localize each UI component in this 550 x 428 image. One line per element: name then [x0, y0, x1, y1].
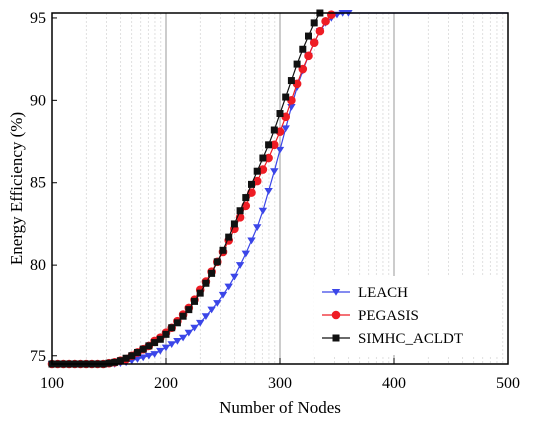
data-point-simhc-acldt — [162, 330, 170, 338]
data-point-leach — [241, 250, 250, 258]
data-point-simhc-acldt — [139, 345, 147, 353]
data-point-simhc-acldt — [242, 194, 250, 202]
y-axis-label: Energy Efficiency (%) — [7, 112, 26, 265]
data-point-simhc-acldt — [173, 319, 181, 327]
data-point-simhc-acldt — [305, 32, 312, 40]
data-point-simhc-acldt — [282, 93, 290, 101]
data-point-simhc-acldt — [116, 357, 124, 365]
data-point-leach — [235, 262, 245, 269]
data-point-simhc-acldt — [105, 359, 113, 367]
x-tick-label: 100 — [40, 375, 64, 392]
data-point-simhc-acldt — [179, 312, 187, 320]
data-point-simhc-acldt — [185, 306, 193, 314]
data-point-leach — [167, 341, 176, 349]
data-point-simhc-acldt — [236, 207, 244, 215]
data-point-leach — [218, 291, 228, 299]
data-point-simhc-acldt — [265, 141, 273, 149]
y-tick-label: 80 — [30, 257, 46, 274]
data-point-leach — [247, 237, 256, 245]
data-point-simhc-acldt — [213, 258, 221, 266]
data-point-pegasis — [309, 38, 319, 47]
data-point-simhc-acldt — [225, 233, 233, 241]
data-point-simhc-acldt — [122, 354, 130, 362]
data-point-simhc-acldt — [134, 348, 141, 356]
data-point-leach — [161, 344, 171, 352]
data-point-leach — [275, 146, 285, 154]
data-point-simhc-acldt — [287, 77, 295, 85]
data-point-simhc-acldt — [310, 19, 318, 27]
data-point-leach — [144, 352, 154, 360]
data-point-simhc-acldt — [208, 269, 216, 277]
data-point-leach — [178, 334, 188, 342]
data-point-leach — [264, 188, 273, 195]
data-point-simhc-acldt — [128, 352, 136, 360]
data-point-pegasis — [304, 51, 313, 61]
data-point-leach — [253, 224, 262, 232]
data-point-leach — [270, 168, 279, 175]
data-point-leach — [150, 351, 159, 358]
data-point-pegasis — [321, 16, 330, 26]
data-point-pegasis — [327, 10, 336, 19]
data-point-leach — [184, 329, 193, 337]
data-point-simhc-acldt — [299, 45, 307, 53]
data-point-leach — [173, 337, 182, 345]
data-point-simhc-acldt — [230, 220, 238, 228]
series-simhc-acldt — [48, 9, 324, 368]
data-point-leach — [201, 313, 211, 320]
data-point-simhc-acldt — [293, 60, 301, 68]
y-tick-label: 75 — [30, 348, 46, 365]
data-point-simhc-acldt — [202, 279, 210, 287]
data-point-simhc-acldt — [168, 324, 176, 332]
legend-marker-simhc-acldt — [332, 334, 340, 342]
data-point-leach — [258, 207, 268, 215]
data-point-pegasis — [298, 64, 308, 74]
y-tick-label: 90 — [30, 92, 46, 109]
data-point-simhc-acldt — [145, 342, 153, 350]
data-point-simhc-acldt — [270, 126, 278, 134]
data-point-leach — [281, 125, 290, 133]
series-pegasis — [47, 10, 336, 369]
data-point-simhc-acldt — [219, 246, 227, 254]
tick-layer: 100 200 300 400 500 80 85 90 95 75 — [30, 10, 520, 392]
data-point-simhc-acldt — [151, 339, 159, 347]
data-point-simhc-acldt — [259, 154, 267, 162]
x-axis-label: Number of Nodes — [219, 398, 341, 417]
data-point-leach — [196, 319, 205, 327]
legend-label-pegasis: PEGASIS — [358, 308, 419, 324]
legend-marker-leach — [331, 289, 341, 296]
x-tick-label: 500 — [496, 375, 520, 392]
data-point-leach — [230, 273, 239, 281]
data-point-leach — [190, 324, 199, 332]
data-point-pegasis — [315, 26, 325, 36]
legend-label-simhc-acldt: SIMHC_ACLDT — [358, 331, 463, 347]
y-tick-label: 85 — [30, 175, 46, 192]
data-point-simhc-acldt — [196, 289, 204, 297]
data-point-simhc-acldt — [156, 335, 164, 343]
y-tick-label: 95 — [30, 10, 46, 27]
data-point-leach — [156, 347, 165, 355]
data-point-leach — [139, 354, 148, 362]
x-tick-label: 400 — [382, 375, 406, 392]
legend-label-leach: LEACH — [358, 285, 408, 301]
data-point-simhc-acldt — [191, 297, 198, 305]
data-point-simhc-acldt — [276, 110, 284, 118]
data-point-leach — [213, 300, 222, 307]
data-point-leach — [207, 306, 216, 314]
x-tick-label: 300 — [268, 375, 292, 392]
data-point-simhc-acldt — [253, 167, 261, 175]
data-point-simhc-acldt — [111, 358, 119, 366]
legend-marker-pegasis — [331, 310, 341, 320]
legend: LEACH PEGASIS SIMHC_ACLDT — [314, 276, 500, 355]
data-point-simhc-acldt — [248, 180, 255, 188]
data-point-leach — [224, 283, 233, 291]
x-tick-label: 200 — [154, 375, 178, 392]
